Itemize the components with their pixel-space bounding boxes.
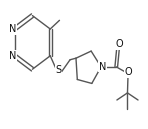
Text: N: N	[9, 24, 17, 34]
Text: O: O	[125, 67, 132, 77]
Text: O: O	[115, 39, 123, 49]
Text: N: N	[99, 62, 106, 72]
Text: S: S	[56, 65, 62, 75]
Text: N: N	[9, 51, 17, 61]
